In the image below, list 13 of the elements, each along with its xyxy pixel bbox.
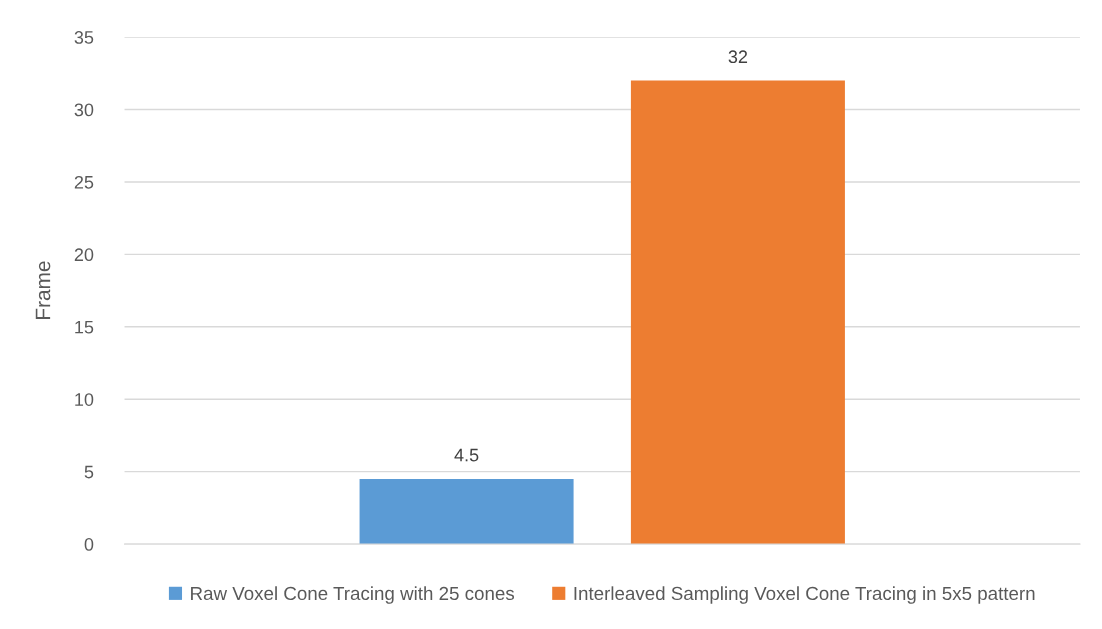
y-tick-label: 0 [84,538,94,551]
data-label: 4.5 [454,448,479,462]
y-tick-label: 30 [74,103,94,117]
y-tick-label: 25 [74,175,94,189]
legend-label: Interleaved Sampling Voxel Cone Tracing in 5x5 pattern [574,586,1035,604]
y-tick-label: 15 [75,320,94,334]
legend-label: Raw Voxel Cone Tracing with 25 cones [191,586,515,604]
y-axis-title: Frame [35,261,51,319]
y-tick-label: 5 [84,465,94,479]
data-label: 32 [728,50,748,64]
y-tick-label: 10 [75,393,94,406]
y-tick-label: 20 [74,248,94,262]
y-tick-label: 35 [74,31,94,44]
